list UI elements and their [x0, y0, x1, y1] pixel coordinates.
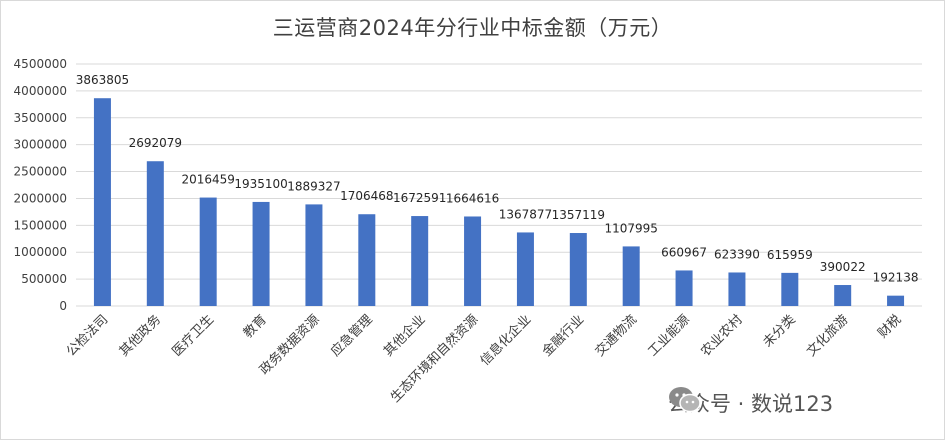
category-label: 交通物流 — [592, 312, 640, 360]
y-tick-label: 0 — [59, 299, 67, 313]
category-label: 农业农村 — [698, 312, 745, 359]
bar — [569, 233, 587, 306]
data-label: 623390 — [714, 247, 760, 261]
y-tick-label: 500000 — [21, 272, 67, 286]
category-label: 其他政务 — [116, 312, 164, 360]
data-label: 192138 — [873, 271, 919, 285]
bar — [622, 246, 640, 306]
data-label: 1706468 — [340, 189, 393, 203]
bar — [93, 98, 111, 306]
bar — [146, 161, 164, 306]
data-label: 1367877 — [499, 207, 552, 221]
data-label: 3863805 — [76, 73, 129, 87]
category-label: 财税 — [875, 312, 904, 341]
wechat-icon — [669, 387, 701, 413]
category-label: 金融行业 — [539, 312, 587, 360]
data-label: 1664616 — [446, 191, 499, 205]
category-label: 其他企业 — [380, 312, 428, 360]
bar — [411, 216, 429, 306]
y-tick-label: 1500000 — [14, 218, 67, 232]
data-label: 615959 — [767, 248, 813, 262]
category-label: 医疗卫生 — [170, 312, 217, 359]
bar — [358, 214, 376, 306]
data-label: 2016459 — [181, 173, 234, 187]
y-tick-label: 3500000 — [14, 111, 67, 125]
y-tick-label: 4500000 — [14, 57, 67, 71]
category-label: 文化旅游 — [804, 312, 851, 359]
category-label: 教育 — [240, 312, 270, 342]
bar — [728, 272, 746, 306]
y-tick-label: 3000000 — [14, 138, 67, 152]
bar — [887, 295, 905, 306]
bar — [199, 197, 217, 306]
bar — [675, 270, 693, 306]
bar — [305, 204, 323, 306]
bar — [252, 201, 270, 306]
watermark: 公众号 · 数说123 — [668, 385, 833, 421]
y-tick-label: 2500000 — [14, 165, 67, 179]
data-labels: 3863805 2692079 2016459 1935100 188932717064… — [76, 73, 919, 284]
gridlines — [76, 63, 922, 307]
data-label: 2692079 — [129, 136, 182, 150]
y-tick-label: 2000000 — [14, 191, 67, 205]
data-label: 1889327 — [287, 179, 340, 193]
category-label: 公检法司 — [64, 312, 111, 359]
category-label: 应急管理 — [328, 312, 376, 360]
y-axis-ticks: 0 500000 1000000 1500000 2000000 2500000 30000… — [14, 57, 67, 313]
data-label: 1107995 — [604, 221, 657, 235]
y-tick-label: 4000000 — [14, 84, 67, 98]
category-label: 生态环境和自然资源 — [387, 312, 481, 406]
y-tick-label: 1000000 — [14, 245, 67, 259]
category-label: 信息化企业 — [477, 312, 534, 369]
category-label: 工业能源 — [646, 312, 693, 359]
bar — [516, 232, 534, 306]
data-label: 660967 — [661, 245, 707, 259]
chart-title: 三运营商2024年分行业中标金额（万元） — [272, 16, 673, 40]
data-label: 390022 — [820, 260, 866, 274]
bar — [834, 285, 852, 306]
data-label: 1357119 — [552, 208, 605, 222]
category-label: 未分类 — [760, 312, 798, 350]
data-label: 1672591 — [393, 191, 446, 205]
bar — [781, 272, 799, 306]
bars — [93, 98, 905, 306]
bar — [464, 216, 482, 306]
data-label: 1935100 — [234, 177, 287, 191]
